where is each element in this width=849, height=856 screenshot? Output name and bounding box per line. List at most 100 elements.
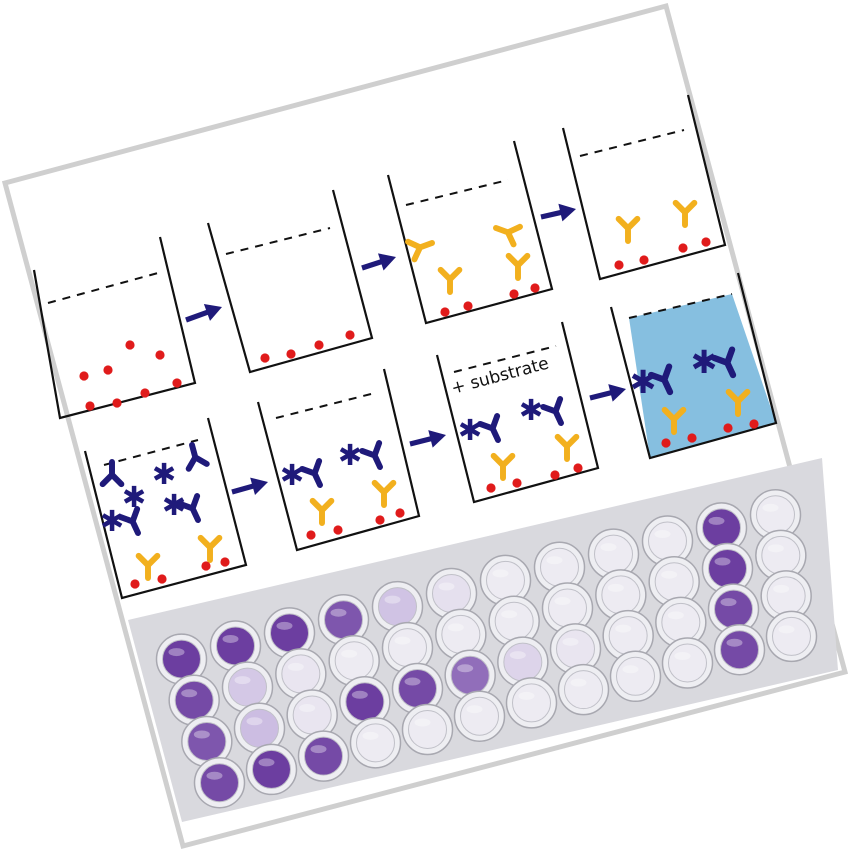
well-fill [654,562,694,602]
arrow-head [250,477,268,495]
antibody-shape [477,413,501,443]
well-highlight [414,718,431,727]
well-highlight [234,676,251,685]
well-highlight [674,652,691,661]
enzyme-label-icon: ✱ [152,457,176,491]
well-highlight [726,638,743,647]
plate-well [695,502,748,554]
well-highlight [457,664,474,673]
well-highlight [258,758,275,767]
antibody-shape [710,346,737,379]
well-fill [292,695,332,735]
well-highlight [562,637,579,646]
antigen-dot [550,470,560,480]
well-highlight [778,625,795,634]
plate-well [181,715,233,768]
beaker-outline [386,140,554,325]
well-fill [714,589,753,629]
well-highlight [299,704,316,713]
arrows [185,203,627,495]
primary-antibody-icon [493,223,523,248]
primary-antibody-icon [554,433,580,462]
beaker-step-2 [206,189,374,374]
arrow-shaft [185,308,212,323]
well-fill [494,601,534,641]
plate-well [297,730,350,782]
antigen-dot [140,388,150,398]
beaker-step-5: ✱✱✱ ✱ [83,417,248,600]
antibody-shape [309,497,335,526]
well-highlight [330,608,347,617]
plate-well [701,542,754,595]
plate-well [317,593,370,646]
antigen-dot [573,463,583,473]
well-fill [216,626,255,666]
primary-antibody-icon [197,534,223,563]
well-fill [187,722,227,762]
well-highlight [708,516,725,525]
plate-well [245,743,298,796]
well-highlight [667,611,684,620]
beaker-step-7: ✱✱ [435,321,600,504]
well-highlight [509,651,526,660]
arrow-shaft [540,209,565,220]
antibody-shape [405,238,435,263]
antigen-dot [512,478,522,488]
enzyme-label-icon: ✱ [630,363,657,401]
liquid-level-line [453,345,557,373]
plate-well [609,650,662,703]
antigen-dot [333,525,343,535]
well-highlight [362,731,379,740]
process-arrow-icon [589,384,627,402]
liquid-level-line [579,129,685,157]
well-highlight [773,584,790,593]
antibody-shape [197,534,223,563]
enzyme-label-icon: ✱ [458,413,482,447]
enzyme-label-icon: ✱ [519,393,543,427]
antigen-dot [375,515,385,525]
antibody-shape [490,452,516,481]
antigen-dot [172,378,182,388]
well-fill [432,573,471,613]
well-fill [388,628,427,668]
antigen-dot [440,307,450,317]
well-fill [702,508,741,548]
antigen-dot [220,557,230,567]
plate-well [391,662,444,715]
antibody-shape [725,388,751,417]
well-fill [252,749,291,789]
antigen-dot [661,438,671,448]
antigen-dot [260,353,270,363]
well-fill [345,682,385,722]
well-fill [772,616,811,656]
well-fill [512,683,551,723]
well-fill [281,654,321,694]
well-fill [564,670,603,710]
well-fill [548,588,587,628]
process-arrow-icon [409,430,447,448]
well-highlight [554,597,571,606]
plate-well [497,636,549,688]
antibody-shape [493,223,523,248]
antigen-dot [130,579,140,589]
well-fill [408,710,447,750]
well-fill [503,642,543,682]
antibody-shape [505,252,531,281]
plate-well [479,554,532,607]
plate-well [713,623,766,676]
antigen-dot [201,561,211,571]
process-arrow-icon [231,477,268,495]
well-highlight [351,690,368,699]
well-fill [720,630,759,670]
plate-well [655,596,707,649]
primary-antibody-icon [615,215,641,244]
plate-well [275,648,327,700]
well-fill [761,535,801,575]
well-highlight [246,717,263,726]
arrow-shaft [409,435,435,447]
well-highlight [622,665,639,674]
beaker-outline [83,417,248,600]
arrow-shaft [589,389,615,401]
well-fill [334,641,374,681]
